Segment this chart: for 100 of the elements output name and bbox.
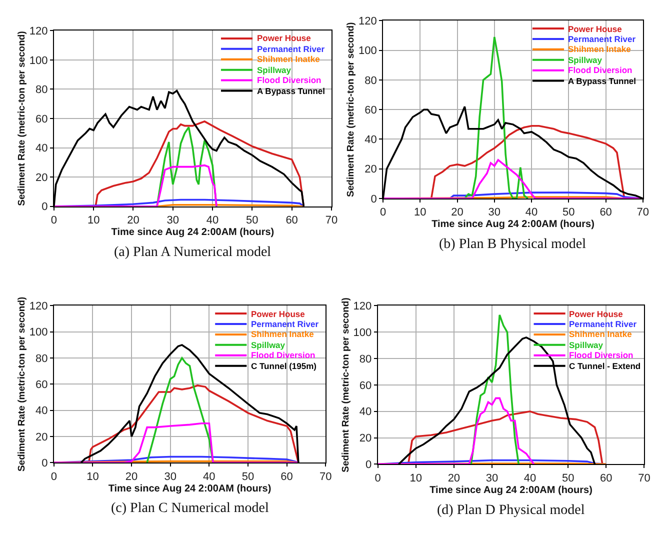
legend-label: Flood Diversion (569, 350, 634, 360)
line-series (470, 314, 520, 464)
y-tick-label: 60 (364, 104, 377, 116)
y-tick-label: 100 (358, 45, 377, 58)
line-series (383, 159, 643, 199)
x-tick-label: 0 (50, 214, 57, 227)
line-series (378, 397, 535, 464)
y-tick-label: 120 (353, 300, 372, 313)
x-tick-label: 50 (562, 206, 575, 219)
x-tick-label: 60 (280, 470, 293, 483)
y-tick-label: 40 (35, 405, 48, 418)
text: (b) Plan B Physical model (439, 237, 586, 252)
y-tick-label: 40 (359, 406, 372, 418)
text: (c) Plan C Numerical model (111, 501, 269, 516)
y-axis-title: Sediment Rate (metric-ton per second) (346, 22, 357, 197)
x-tick-label: 60 (286, 214, 298, 227)
x-tick-label: 30 (488, 206, 501, 219)
x-tick-label: 60 (600, 472, 612, 484)
legend-label: Power House (568, 24, 622, 34)
line-series (407, 410, 604, 464)
x-tick-label: 40 (203, 470, 216, 483)
y-tick-label: 100 (29, 54, 48, 67)
x-tick-label: 60 (600, 206, 612, 219)
legend-label: Power House (257, 33, 312, 43)
legend-label: Permanent River (569, 319, 638, 329)
legend-label: Permanent River (251, 319, 320, 329)
y-tick-label: 60 (359, 380, 372, 392)
y-tick-label: 20 (364, 164, 377, 176)
line-series (156, 126, 218, 206)
y-tick-label: 80 (35, 84, 48, 96)
y-tick-label: 60 (35, 379, 48, 392)
y-tick-label: 100 (29, 326, 48, 339)
y-tick-label: 20 (359, 432, 372, 445)
y-axis-title: Sediment Rate (metric-ton per second) (340, 298, 352, 472)
legend-label: Power House (251, 309, 306, 319)
legend-label: Shihmen Inatke (569, 329, 632, 339)
x-tick-label: 30 (164, 470, 176, 483)
y-tick-label: 40 (364, 134, 377, 146)
line-series (54, 164, 218, 206)
legend-label: A Bypass Tunnel (257, 86, 326, 96)
x-tick-label: 50 (246, 214, 258, 227)
x-axis-title: Time since Aug 24 2:00AM (hours) (432, 219, 594, 230)
x-axis-title: Time since Aug 24 2:00AM (hours) (430, 484, 592, 496)
legend-label: Permanent River (257, 44, 326, 54)
y-tick-label: 80 (364, 74, 377, 87)
x-tick-label: 40 (525, 206, 538, 219)
y-tick-label: 40 (35, 142, 48, 155)
line-series (146, 357, 214, 463)
legend-label: Spillway (251, 340, 286, 350)
legend-label: Flood Diversion (568, 65, 632, 75)
x-tick-label: 10 (410, 472, 422, 484)
legend-label: Spillway (257, 65, 292, 75)
x-axis-title: Time since Aug 24 2:00AM (hours) (111, 227, 274, 238)
x-tick-label: 50 (562, 472, 574, 484)
y-tick-label: 0 (42, 457, 48, 470)
x-tick-label: 10 (414, 206, 426, 219)
x-tick-label: 40 (206, 214, 219, 227)
text: (a) Plan A Numerical model (114, 245, 272, 260)
x-tick-label: 20 (451, 206, 464, 219)
x-tick-label: 20 (127, 214, 140, 227)
y-tick-label: 100 (353, 326, 372, 339)
y-tick-label: 120 (29, 300, 48, 313)
y-tick-label: 120 (358, 16, 377, 28)
legend-label: Shihmen Intake (568, 44, 632, 54)
x-tick-label: 70 (636, 206, 650, 219)
x-tick-label: 20 (448, 472, 460, 484)
x-tick-label: 0 (380, 206, 386, 219)
x-tick-label: 0 (50, 470, 57, 483)
legend-label: C Tunnel - Extend (569, 361, 641, 371)
x-tick-label: 70 (638, 472, 650, 484)
x-tick-label: 20 (125, 470, 138, 483)
y-tick-label: 80 (35, 352, 48, 365)
line-series (54, 422, 300, 463)
line-series (88, 384, 300, 463)
y-tick-label: 20 (35, 172, 48, 184)
y-tick-label: 60 (35, 113, 48, 126)
line-series (464, 36, 529, 199)
y-tick-label: 20 (35, 431, 48, 444)
text: (d) Plan D Physical model (437, 503, 585, 518)
y-tick-label: 80 (359, 353, 372, 366)
y-axis-title: Sediment Rate (metric-ton per second) (16, 31, 28, 206)
x-tick-label: 10 (86, 470, 99, 483)
x-tick-label: 40 (524, 472, 536, 484)
legend-label: Spillway (568, 55, 602, 65)
x-tick-label: 70 (325, 214, 338, 227)
x-tick-label: 30 (166, 214, 179, 227)
legend-label: Power House (569, 309, 624, 319)
y-tick-label: 0 (365, 459, 372, 472)
line-series (94, 120, 305, 206)
legend-label: Shihmen Inatke (257, 54, 320, 64)
legend-label: C Tunnel (195m) (251, 361, 317, 371)
legend-label: Permanent River (568, 34, 636, 44)
legend-label: Flood Diversion (257, 75, 322, 85)
x-tick-label: 30 (486, 472, 498, 484)
x-tick-label: 70 (319, 470, 332, 483)
y-axis-title: Sediment Rate (metric-ton per second) (16, 296, 28, 472)
x-tick-label: 50 (242, 470, 254, 483)
x-tick-label: 10 (87, 214, 100, 227)
legend-label: Spillway (569, 340, 604, 350)
y-tick-label: 0 (370, 193, 377, 206)
